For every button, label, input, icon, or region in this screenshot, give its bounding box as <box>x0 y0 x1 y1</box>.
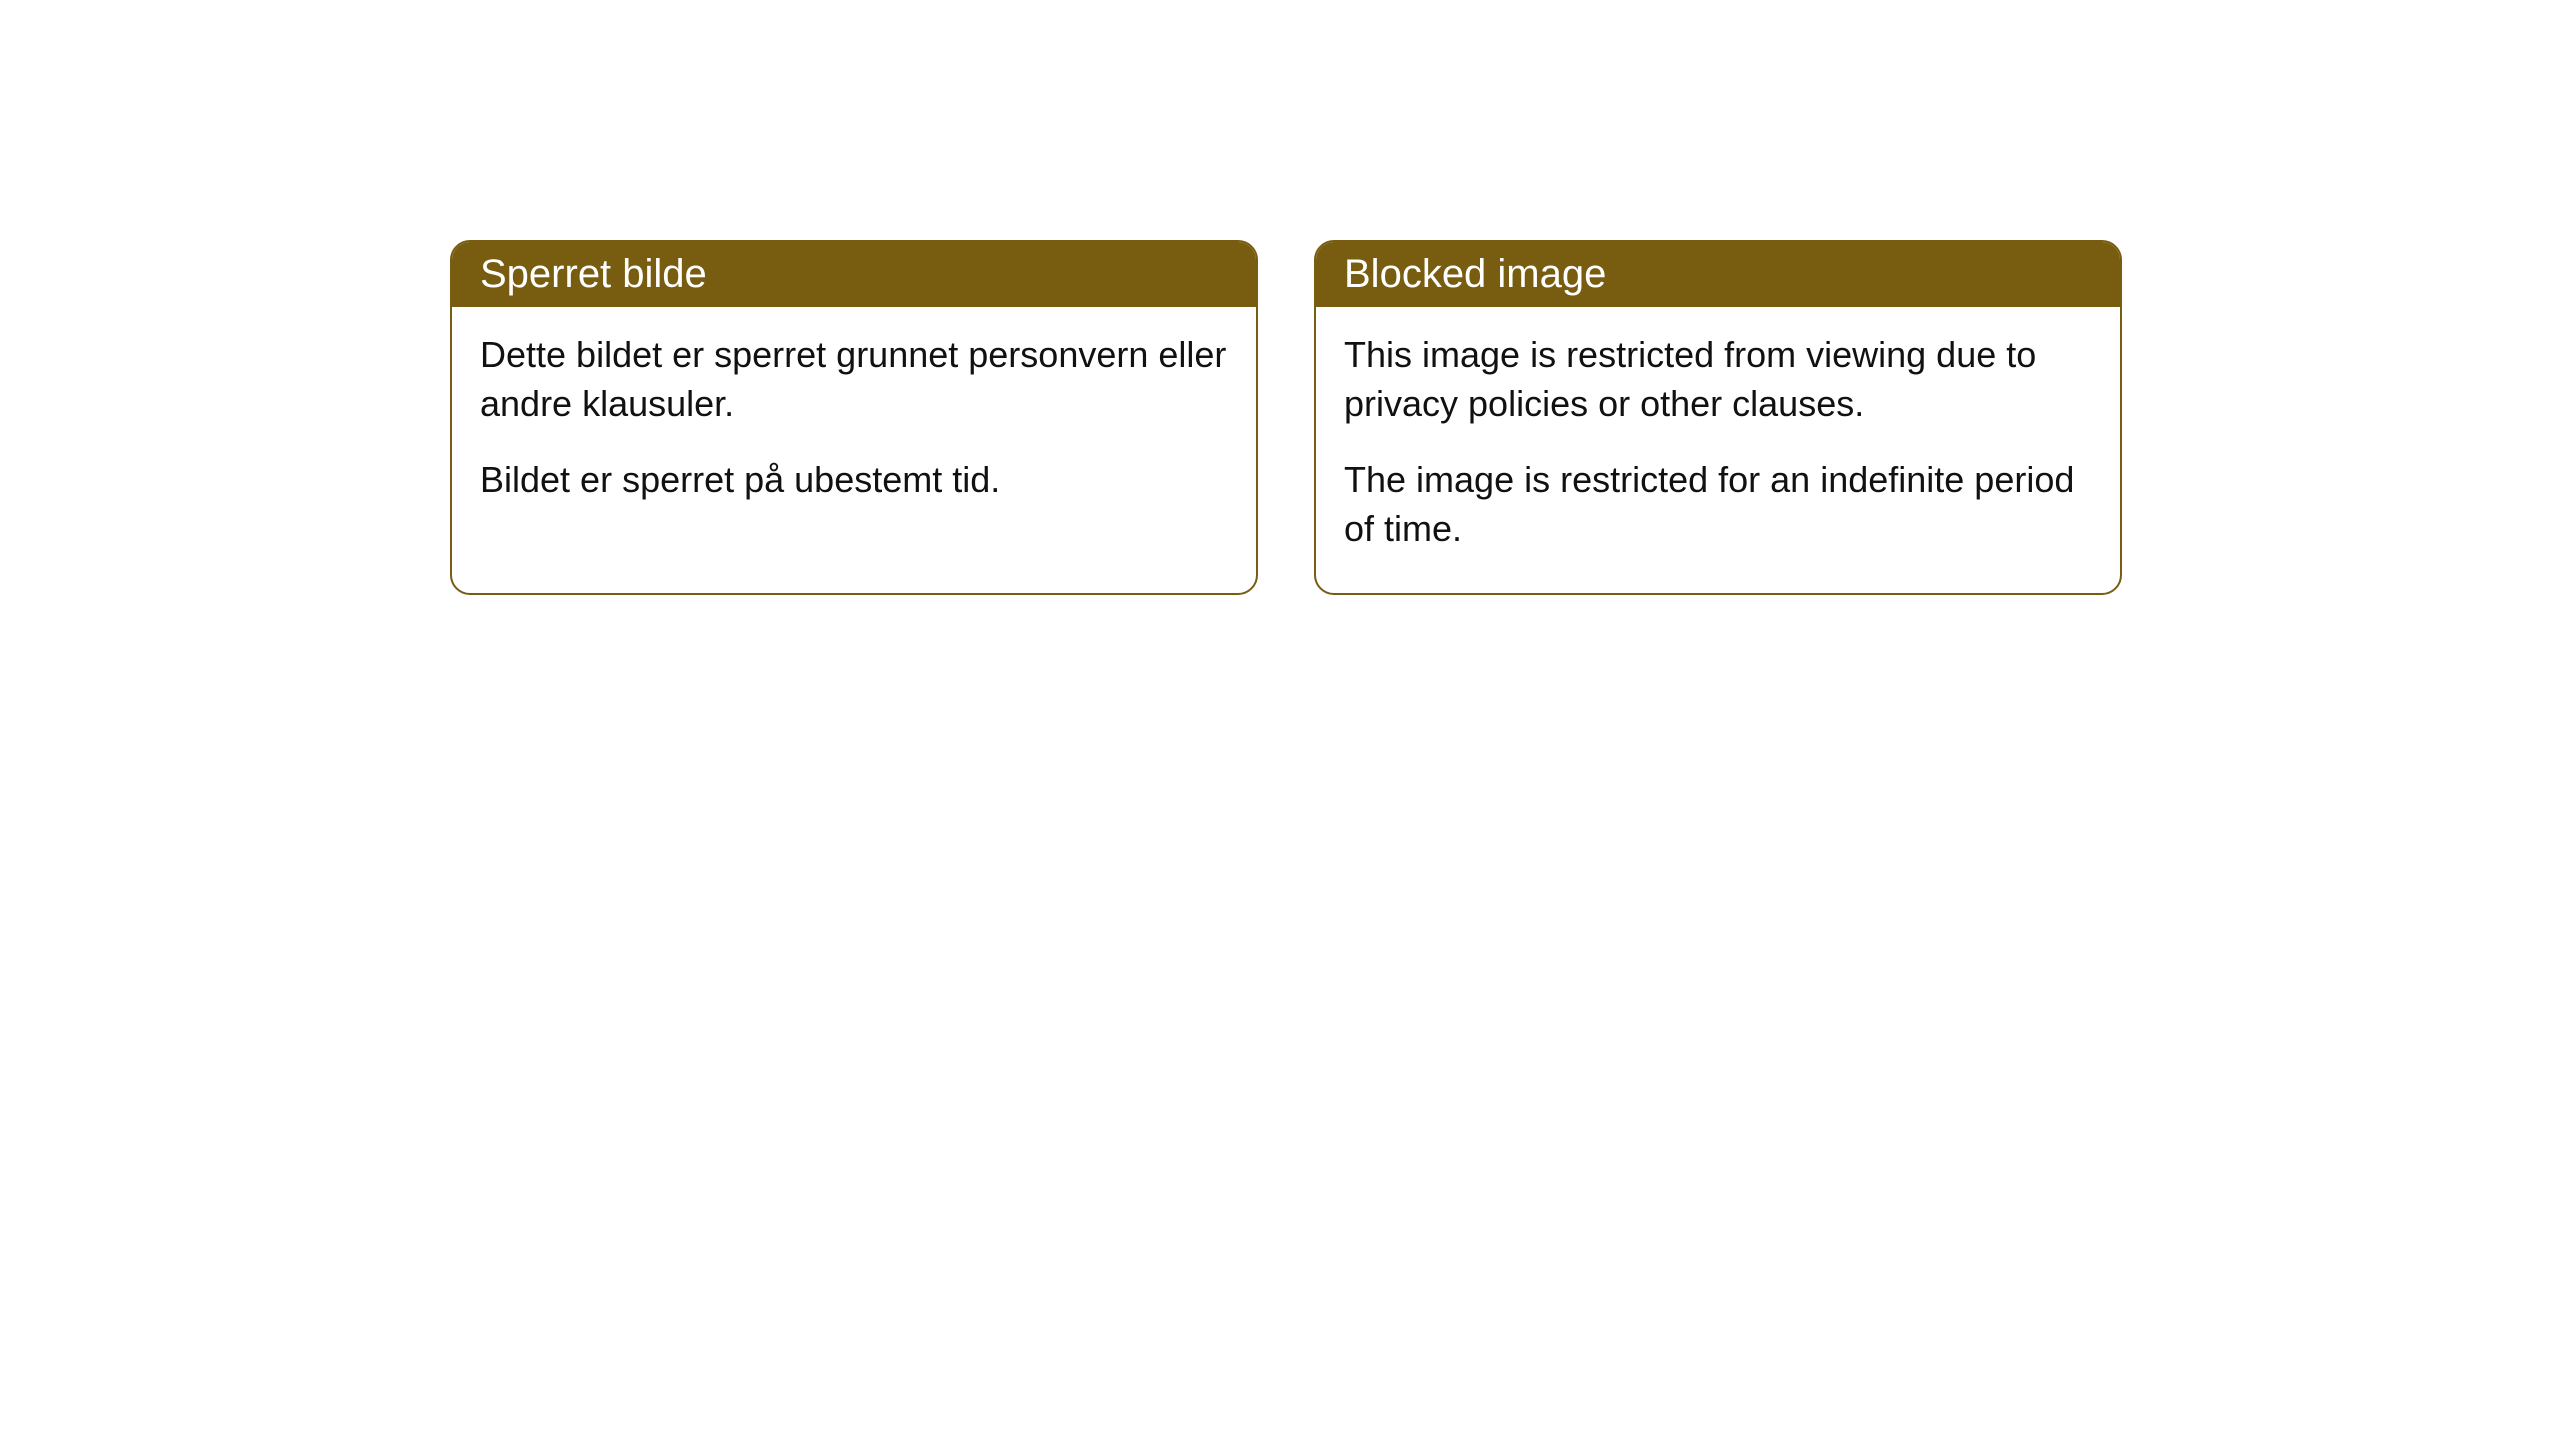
card-header: Sperret bilde <box>452 242 1256 307</box>
card-paragraph: Dette bildet er sperret grunnet personve… <box>480 331 1228 428</box>
card-title: Blocked image <box>1344 252 1606 296</box>
notice-card-norwegian: Sperret bilde Dette bildet er sperret gr… <box>450 240 1258 595</box>
card-paragraph: Bildet er sperret på ubestemt tid. <box>480 456 1228 505</box>
card-title: Sperret bilde <box>480 252 707 296</box>
card-header: Blocked image <box>1316 242 2120 307</box>
card-body: Dette bildet er sperret grunnet personve… <box>452 307 1256 545</box>
notice-cards-container: Sperret bilde Dette bildet er sperret gr… <box>450 240 2122 595</box>
notice-card-english: Blocked image This image is restricted f… <box>1314 240 2122 595</box>
card-paragraph: The image is restricted for an indefinit… <box>1344 456 2092 553</box>
card-body: This image is restricted from viewing du… <box>1316 307 2120 593</box>
card-paragraph: This image is restricted from viewing du… <box>1344 331 2092 428</box>
